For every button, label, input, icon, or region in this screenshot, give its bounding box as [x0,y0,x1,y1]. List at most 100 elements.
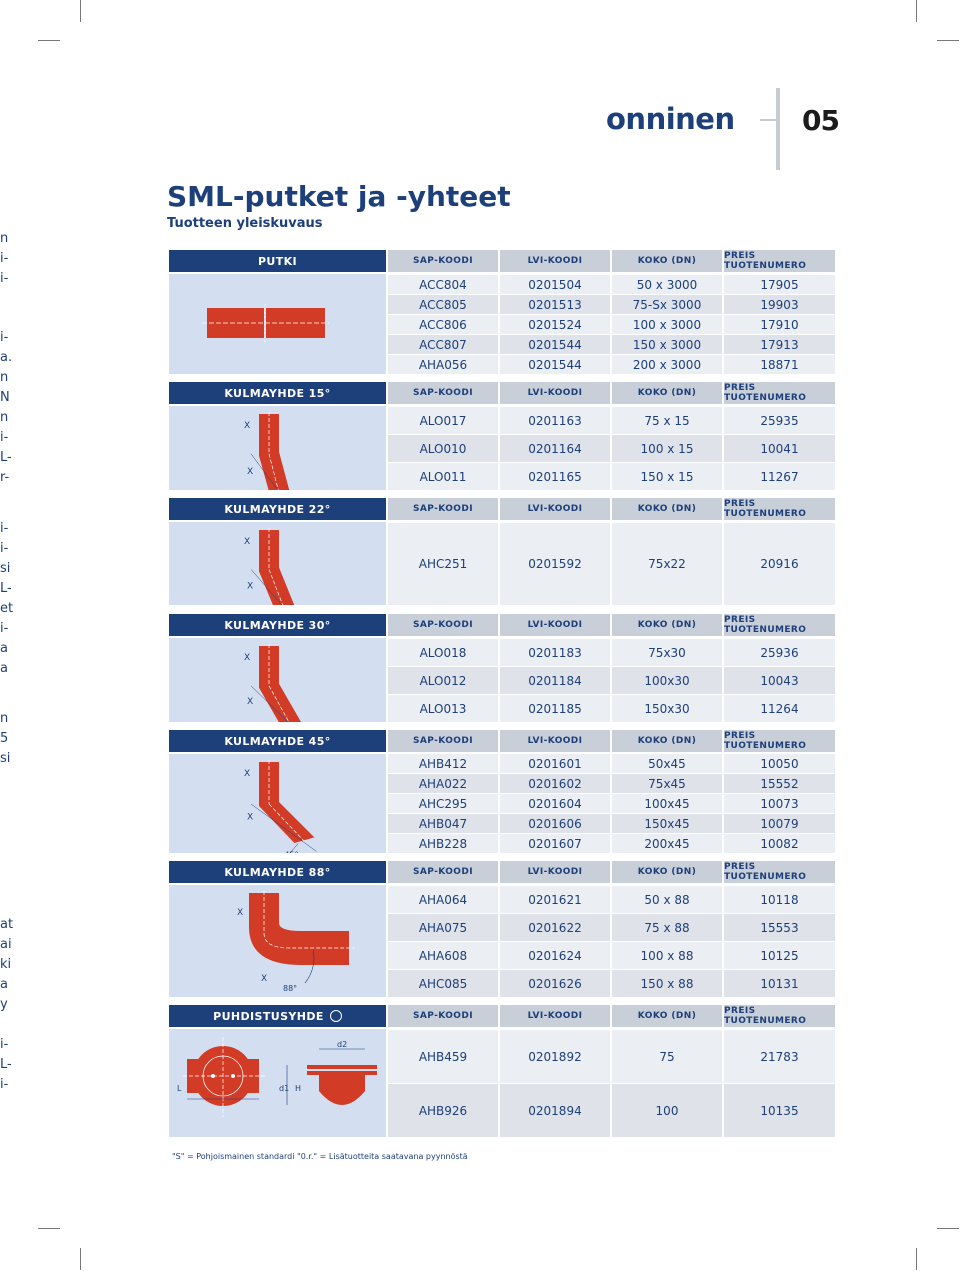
column-header: SAP-KOODI [388,382,498,404]
table-cell: AHB459 [388,1030,498,1083]
side-text-fragment: i- [0,271,9,286]
table-cell: 20916 [724,523,835,605]
table-cell: 75 [612,1030,722,1083]
table-cell: 10041 [724,435,835,462]
column-header: SAP-KOODI [388,614,498,636]
side-text-fragment: ai [0,937,12,952]
column-header: PREIS TUOTENUMERO [724,730,835,752]
crop-mark [916,0,917,22]
table-cell: 0201163 [500,407,610,434]
table-cell: 150x45 [612,814,722,833]
table-cell: 17905 [724,275,835,294]
fitting-drawing: X X 88° [237,891,355,993]
table-cell: 10079 [724,814,835,833]
table-cell: ACC806 [388,315,498,334]
table-cell: 25936 [724,639,835,666]
table-cell: 50 x 3000 [612,275,722,294]
table-cell: 0201602 [500,774,610,793]
table-cell: 100 x 3000 [612,315,722,334]
table-cell: 100x45 [612,794,722,813]
table-cell: 50 x 88 [612,886,722,913]
page-subtitle: Tuotteen yleiskuvaus [167,216,323,231]
table-cell: 10050 [724,754,835,773]
dimension-label: X [244,653,250,663]
section-name: KULMAYHDE 88° [169,861,386,883]
side-text-fragment: n [0,231,9,246]
product-illustration: XX15° [169,406,386,490]
fitting-drawing: XX22° [244,528,295,605]
side-text-fragment: i- [0,521,9,536]
section-name: KULMAYHDE 15° [169,382,386,404]
bend-fitting-icon [250,644,302,722]
product-illustration: XX22° [169,522,386,605]
side-text-fragment: a. [0,350,13,365]
table-cell: 0201604 [500,794,610,813]
table-cell: 0201184 [500,667,610,694]
side-text-fragment: i- [0,330,9,345]
column-header: LVI-KOODI [500,250,610,272]
side-text-fragment: a [0,661,8,676]
column-header: SAP-KOODI [388,861,498,883]
product-illustration: X X 45° [169,754,386,853]
table-cell: 0201524 [500,315,610,334]
side-text-fragment: ki [0,957,12,972]
table-cell: 25935 [724,407,835,434]
table-cell: 10125 [724,942,835,969]
table-cell: 0201622 [500,914,610,941]
section-name: PUTKI [169,250,386,272]
dimension-label: d1 [279,1084,289,1093]
table-cell: 75x45 [612,774,722,793]
table-cell: 10082 [724,834,835,853]
onninen-logo: onninen [606,102,735,136]
dimension-label: X [247,813,253,823]
dimension-label: X [244,421,250,431]
side-text-fragment: 5 [0,731,9,746]
dimension-label: 45° [284,850,298,853]
fitting-drawing: X X 45° [244,760,317,853]
column-header: KOKO (DN) [612,250,722,272]
dimension-label: X [244,537,250,547]
table-cell: 18871 [724,355,835,374]
side-text-fragment: L- [0,581,12,596]
side-text-fragment: y [0,997,8,1012]
crop-mark [38,1228,60,1229]
table-cell: 0201544 [500,335,610,354]
product-illustration: X X 88° [169,885,386,997]
section-header: PUHDISTUSYHDE SAP-KOODI LVI-KOODI KOKO (DN)… [169,1005,835,1027]
table-cell: 0201892 [500,1030,610,1083]
bend-fitting-icon [250,528,295,605]
table-cell: 150 x 3000 [612,335,722,354]
column-header: SAP-KOODI [388,730,498,752]
table-cell: AHA022 [388,774,498,793]
product-illustration: XX30° [169,638,386,722]
table-cell: 17910 [724,315,835,334]
table-cell: ALO013 [388,695,498,722]
fitting-drawing: XX30° [244,644,302,722]
column-header: KOKO (DN) [612,1005,722,1027]
table-cell: ACC804 [388,275,498,294]
table-cell: AHC295 [388,794,498,813]
dimension-label: d2 [337,1040,347,1049]
dimension-label: X [261,974,267,984]
table-cell: 50x45 [612,754,722,773]
side-text-fragment: si [0,561,11,576]
table-cell: 200 x 3000 [612,355,722,374]
table-cell: 100 x 88 [612,942,722,969]
table-cell: 10043 [724,667,835,694]
table-cell: 21783 [724,1030,835,1083]
chapter-number: 05 [802,104,840,137]
cleanout-fitting-icon [183,1037,377,1117]
table-cell: 10073 [724,794,835,813]
column-header: SAP-KOODI [388,498,498,520]
table-cell: 100 [612,1084,722,1137]
table-cell: AHC251 [388,523,498,605]
table-cell: AHB047 [388,814,498,833]
section-name-label: PUTKI [257,254,298,268]
crop-mark [937,40,959,41]
side-text-fragment: si [0,751,11,766]
column-header: KOKO (DN) [612,730,722,752]
section-name: PUHDISTUSYHDE [169,1005,386,1027]
pipe-icon [202,304,329,342]
table-cell: 10131 [724,970,835,997]
crop-mark [916,1248,917,1270]
